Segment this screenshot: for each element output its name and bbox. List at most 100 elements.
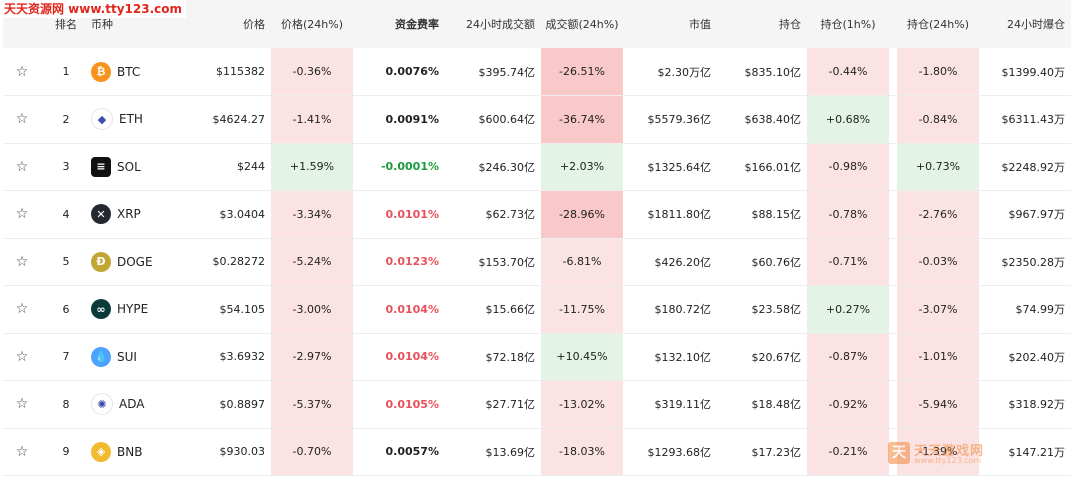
star-icon[interactable]: ☆ — [15, 111, 29, 128]
gap-cell-2 — [889, 190, 897, 238]
star-icon[interactable]: ☆ — [15, 396, 29, 413]
coin-cell[interactable]: ₿ BTC — [91, 48, 161, 96]
coin-cell[interactable]: ✕ XRP — [91, 191, 161, 239]
vol-change-cell: +10.45% — [541, 333, 623, 381]
header-rank[interactable]: 排名 — [55, 18, 77, 31]
liq-24h-cell: $2248.92万 — [1001, 160, 1066, 174]
price-24h-cell: -5.37% — [271, 380, 353, 428]
sui-icon: 💧 — [91, 346, 111, 367]
price-cell: $115382 — [216, 65, 265, 78]
watermark-name: 天天游戏网 — [914, 444, 985, 459]
funding-cell: 0.0076% — [385, 65, 439, 78]
oi-cell: $17.23亿 — [751, 445, 802, 459]
watermark-logo-icon: 天 — [888, 442, 910, 464]
oi-24h-cell: -3.07% — [897, 285, 979, 333]
mcap-cell: $132.10亿 — [654, 350, 712, 364]
funding-cell: 0.0104% — [385, 350, 439, 364]
header-vol-change[interactable]: 成交额(24h%) — [545, 18, 619, 31]
oi-1h-cell: -0.78% — [807, 190, 889, 238]
table-row[interactable]: ☆ 3 ≡ SOL $244 +1.59% -0.0001% $246.30亿 … — [3, 143, 1071, 191]
oi-24h-cell: -2.76% — [897, 190, 979, 238]
price-cell: $54.105 — [219, 302, 266, 316]
funding-cell: 0.0101% — [385, 207, 439, 221]
vol-24h-cell: $62.73亿 — [485, 208, 536, 222]
table-row[interactable]: ☆ 9 ◈ BNB $930.03 -0.70% 0.0057% $13.69亿… — [3, 428, 1071, 476]
header-gap-2 — [889, 0, 897, 48]
cardano-icon: ✺ — [91, 393, 113, 416]
gap-cell-2 — [889, 48, 897, 96]
favorite-cell: ☆ — [3, 143, 41, 191]
table-row[interactable]: ☆ 2 ◆ ETH $4624.27 -1.41% 0.0091% $600.6… — [3, 95, 1071, 144]
vol-24h-cell: $153.70亿 — [478, 255, 536, 269]
coin-cell[interactable]: ◆ ETH — [91, 96, 161, 144]
header-oi-1h[interactable]: 持仓(1h%) — [820, 18, 876, 31]
vol-24h-cell: $27.71亿 — [485, 398, 536, 412]
vol-change-cell: -18.03% — [541, 428, 623, 476]
header-liq-24h[interactable]: 24小时爆仓 — [1007, 18, 1065, 31]
oi-1h-cell: -0.21% — [807, 428, 889, 476]
star-icon[interactable]: ☆ — [15, 443, 29, 460]
star-icon[interactable]: ☆ — [15, 158, 29, 175]
header-vol-24h[interactable]: 24小时成交额 — [466, 18, 535, 31]
liq-24h-cell: $74.99万 — [1015, 303, 1066, 317]
liq-24h-cell: $1399.40万 — [1001, 65, 1066, 79]
coin-cell[interactable]: ∞ HYPE — [91, 286, 161, 334]
table-row[interactable]: ☆ 1 ₿ BTC $115382 -0.36% 0.0076% $395.74… — [3, 48, 1071, 96]
vol-change-cell: -13.02% — [541, 380, 623, 428]
price-24h-cell: -3.00% — [271, 285, 353, 333]
header-price-24h[interactable]: 价格(24h%) — [280, 18, 343, 31]
oi-24h-cell: -0.03% — [897, 238, 979, 286]
header-mcap[interactable]: 市值 — [689, 18, 711, 31]
header-funding[interactable]: 资金费率 — [395, 18, 439, 31]
mcap-cell: $5579.36亿 — [647, 113, 712, 127]
liq-24h-cell: $318.92万 — [1008, 398, 1066, 412]
gap-cell-2 — [889, 380, 897, 428]
table-row[interactable]: ☆ 6 ∞ HYPE $54.105 -3.00% 0.0104% $15.66… — [3, 285, 1071, 334]
gap-cell — [353, 95, 359, 143]
vol-24h-cell: $13.69亿 — [485, 445, 536, 459]
coin-cell[interactable]: ◈ BNB — [91, 428, 161, 476]
vol-24h-cell: $246.30亿 — [478, 160, 536, 174]
table-row[interactable]: ☆ 7 💧 SUI $3.6932 -2.97% 0.0104% $72.18亿… — [3, 333, 1071, 381]
coin-symbol: XRP — [117, 207, 141, 222]
oi-24h-cell: -1.80% — [897, 48, 979, 96]
coin-cell[interactable]: 💧 SUI — [91, 333, 161, 381]
header-oi[interactable]: 持仓 — [779, 18, 801, 31]
header-coin[interactable]: 币种 — [91, 18, 113, 31]
oi-cell: $835.10亿 — [744, 65, 802, 79]
funding-cell: 0.0091% — [385, 112, 439, 126]
oi-1h-cell: -0.71% — [807, 238, 889, 286]
vol-24h-cell: $72.18亿 — [485, 350, 536, 364]
price-24h-cell: +1.59% — [271, 143, 353, 191]
coin-cell[interactable]: Ð DOGE — [91, 238, 161, 286]
coin-cell[interactable]: ✺ ADA — [91, 381, 161, 429]
oi-1h-cell: -0.87% — [807, 333, 889, 381]
star-icon[interactable]: ☆ — [15, 63, 29, 80]
favorite-cell: ☆ — [3, 381, 41, 429]
table-row[interactable]: ☆ 8 ✺ ADA $0.8897 -5.37% 0.0105% $27.71亿… — [3, 380, 1071, 429]
rank-cell: 8 — [62, 397, 70, 411]
coin-symbol: SOL — [117, 159, 141, 174]
coin-cell[interactable]: ≡ SOL — [91, 143, 161, 191]
star-icon[interactable]: ☆ — [15, 348, 29, 365]
price-24h-cell: -2.97% — [271, 333, 353, 381]
gap-cell — [353, 428, 359, 476]
oi-24h-cell: -1.39% — [897, 428, 979, 476]
price-cell: $244 — [237, 160, 265, 174]
star-icon[interactable]: ☆ — [15, 206, 29, 223]
header-oi-24h[interactable]: 持仓(24h%) — [906, 18, 969, 31]
star-icon[interactable]: ☆ — [15, 301, 29, 318]
table-row[interactable]: ☆ 4 ✕ XRP $3.0404 -3.34% 0.0101% $62.73亿… — [3, 190, 1071, 239]
table-row[interactable]: ☆ 5 Ð DOGE $0.28272 -5.24% 0.0123% $153.… — [3, 238, 1071, 286]
header-price[interactable]: 价格 — [243, 18, 265, 31]
oi-24h-cell: -5.94% — [897, 380, 979, 428]
mcap-cell: $1811.80亿 — [647, 208, 712, 222]
solana-icon: ≡ — [91, 156, 111, 177]
star-icon[interactable]: ☆ — [15, 253, 29, 270]
rank-cell: 9 — [62, 445, 70, 459]
vol-change-cell: -11.75% — [541, 285, 623, 333]
gap-cell — [353, 380, 359, 428]
favorite-cell: ☆ — [3, 333, 41, 381]
liq-24h-cell: $2350.28万 — [1001, 255, 1066, 269]
oi-1h-cell: +0.27% — [807, 285, 889, 333]
